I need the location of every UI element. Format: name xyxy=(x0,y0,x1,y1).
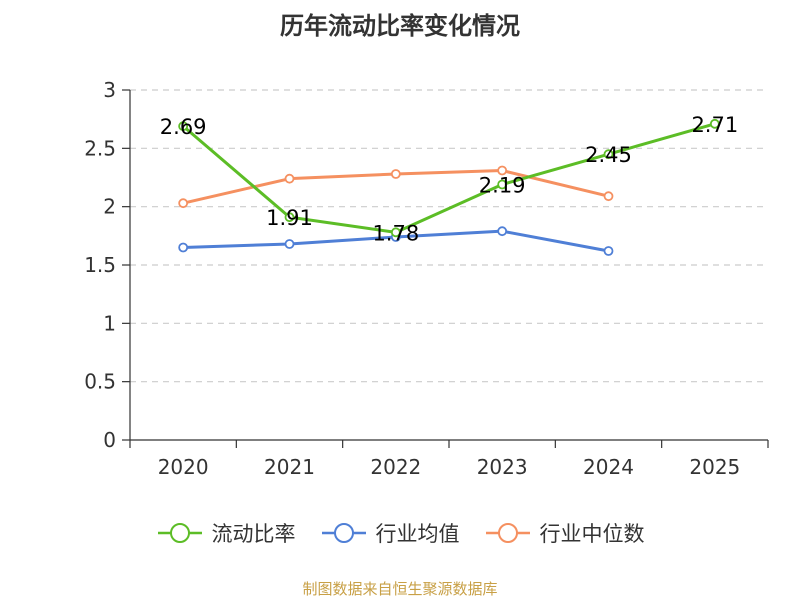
data-label: 2.45 xyxy=(585,143,632,167)
legend-swatch xyxy=(321,523,366,543)
legend-swatch xyxy=(485,523,530,543)
data-label: 1.91 xyxy=(266,206,313,230)
x-tick-label: 2022 xyxy=(370,455,421,479)
y-tick-label: 0.5 xyxy=(84,370,116,394)
legend-label: 流动比率 xyxy=(211,522,296,546)
legend-label: 行业中位数 xyxy=(539,522,645,546)
legend: 流动比率 行业均值 行业中位数 xyxy=(0,518,800,548)
source-note: 制图数据来自恒生聚源数据库 xyxy=(302,580,498,598)
legend-label: 行业均值 xyxy=(375,522,460,546)
data-point-1 xyxy=(603,246,614,256)
x-tick-label: 2020 xyxy=(158,455,209,479)
data-point-1 xyxy=(284,239,295,249)
y-tick-label: 1.5 xyxy=(84,253,116,277)
data-point-2 xyxy=(178,198,189,209)
y-tick-label: 1 xyxy=(103,311,116,335)
x-tick-label: 2023 xyxy=(477,455,528,479)
data-label: 2.19 xyxy=(479,174,526,198)
y-tick-label: 0 xyxy=(103,428,116,452)
y-tick-label: 2 xyxy=(103,195,116,219)
data-point-0 xyxy=(390,227,401,238)
y-tick-label: 3 xyxy=(103,78,116,102)
legend-item[interactable]: 行业中位数 xyxy=(484,518,645,548)
data-point-0 xyxy=(497,179,508,190)
data-point-1 xyxy=(178,242,189,253)
chart-title: 历年流动比率变化情况 xyxy=(280,12,520,40)
data-point-0 xyxy=(284,212,295,223)
data-label: 2.71 xyxy=(691,113,738,137)
legend-swatch xyxy=(157,523,202,543)
data-point-0 xyxy=(709,118,720,129)
data-point-0 xyxy=(603,149,614,160)
y-tick-label: 2.5 xyxy=(84,136,116,160)
data-label: 1.78 xyxy=(372,221,419,245)
data-point-1 xyxy=(497,226,508,237)
data-point-2 xyxy=(390,169,401,179)
x-tick-label: 2025 xyxy=(689,455,740,479)
legend-item[interactable]: 行业均值 xyxy=(320,518,460,548)
data-point-2 xyxy=(497,165,508,176)
x-tick-label: 2024 xyxy=(583,455,634,479)
series-line-0 xyxy=(182,122,716,234)
legend-item[interactable]: 流动比率 xyxy=(156,518,296,548)
x-tick-label: 2021 xyxy=(264,455,315,479)
data-point-0 xyxy=(178,121,189,132)
data-label: 2.69 xyxy=(160,115,207,139)
data-point-2 xyxy=(284,173,295,184)
data-point-2 xyxy=(603,191,614,202)
